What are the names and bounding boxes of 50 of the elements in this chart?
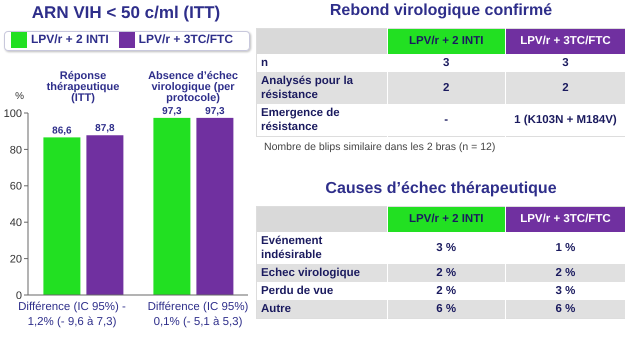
y-tick-label: 100: [4, 108, 22, 120]
data-label: 87,8: [95, 123, 116, 134]
text: 2 %: [436, 266, 456, 278]
text: 2 %: [556, 266, 576, 278]
y-tick-label: 80: [10, 144, 22, 156]
category-label: Emergence de résistance: [261, 106, 340, 132]
data-label: 86,6: [52, 125, 72, 136]
text: 6 %: [436, 302, 456, 314]
text: 2: [562, 82, 569, 94]
bar: [196, 118, 234, 295]
category-label: n: [261, 56, 268, 68]
text: 6 %: [556, 302, 576, 314]
text: Rebond virologique confirmé: [328, 2, 554, 21]
text: -: [444, 114, 448, 126]
text: Différence (IC 95%) 0,1% (- 5,1 à 5,3): [146, 300, 250, 330]
category-label: Evénement indésirable: [261, 234, 322, 260]
chart-title: ARN VIH < 50 c/ml (ITT): [30, 3, 222, 24]
y-tick-label: 60: [10, 180, 22, 193]
text: Causes d’échec thérapeutique: [324, 180, 558, 199]
category-label: LPV/r + 2 INTI: [387, 206, 506, 232]
x-tick-label: Réponse thérapeutique (ITT): [46, 70, 120, 104]
text: 1 (K103N + M184V): [514, 114, 617, 126]
text: 3: [562, 56, 569, 68]
bar: [153, 118, 190, 295]
category-label: LPV/r + 3TC/FTC: [505, 206, 626, 232]
legend-label: LPV/r + 3TC/FTC: [138, 32, 234, 46]
y-tick-label: 0: [16, 290, 22, 302]
legend-label: LPV/r + 2 INTI: [30, 32, 109, 46]
text: Nombre de blips similaire dans les 2 bras (n = 12): [264, 140, 496, 152]
data-label: 97,3: [205, 106, 226, 117]
y-axis-title: %: [15, 91, 24, 102]
category-label: LPV/r + 2 INTI: [387, 28, 506, 54]
text: 1 %: [556, 242, 576, 254]
category-label: LPV/r + 3TC/FTC: [505, 28, 626, 54]
text: 3 %: [556, 284, 576, 296]
text: 2 %: [436, 284, 456, 296]
bar: [43, 137, 80, 295]
y-tick-label: 40: [10, 217, 22, 230]
x-tick-label: Absence d’échec virologique (per protocole): [148, 70, 238, 104]
category-label: Perdu de vue: [261, 284, 334, 296]
data-label: 97,3: [162, 106, 182, 117]
text: 3: [443, 56, 450, 68]
text: 3 %: [436, 242, 456, 254]
category-label: Autre: [261, 302, 292, 314]
category-label: Analysés pour la résistance: [261, 74, 354, 100]
bar: [86, 135, 124, 295]
category-label: Echec virologique: [261, 266, 360, 278]
text: 2: [443, 82, 450, 94]
text: Différence (IC 95%) - 1,2% (- 9,6 à 7,3): [17, 300, 127, 330]
y-tick-label: 20: [10, 254, 22, 266]
